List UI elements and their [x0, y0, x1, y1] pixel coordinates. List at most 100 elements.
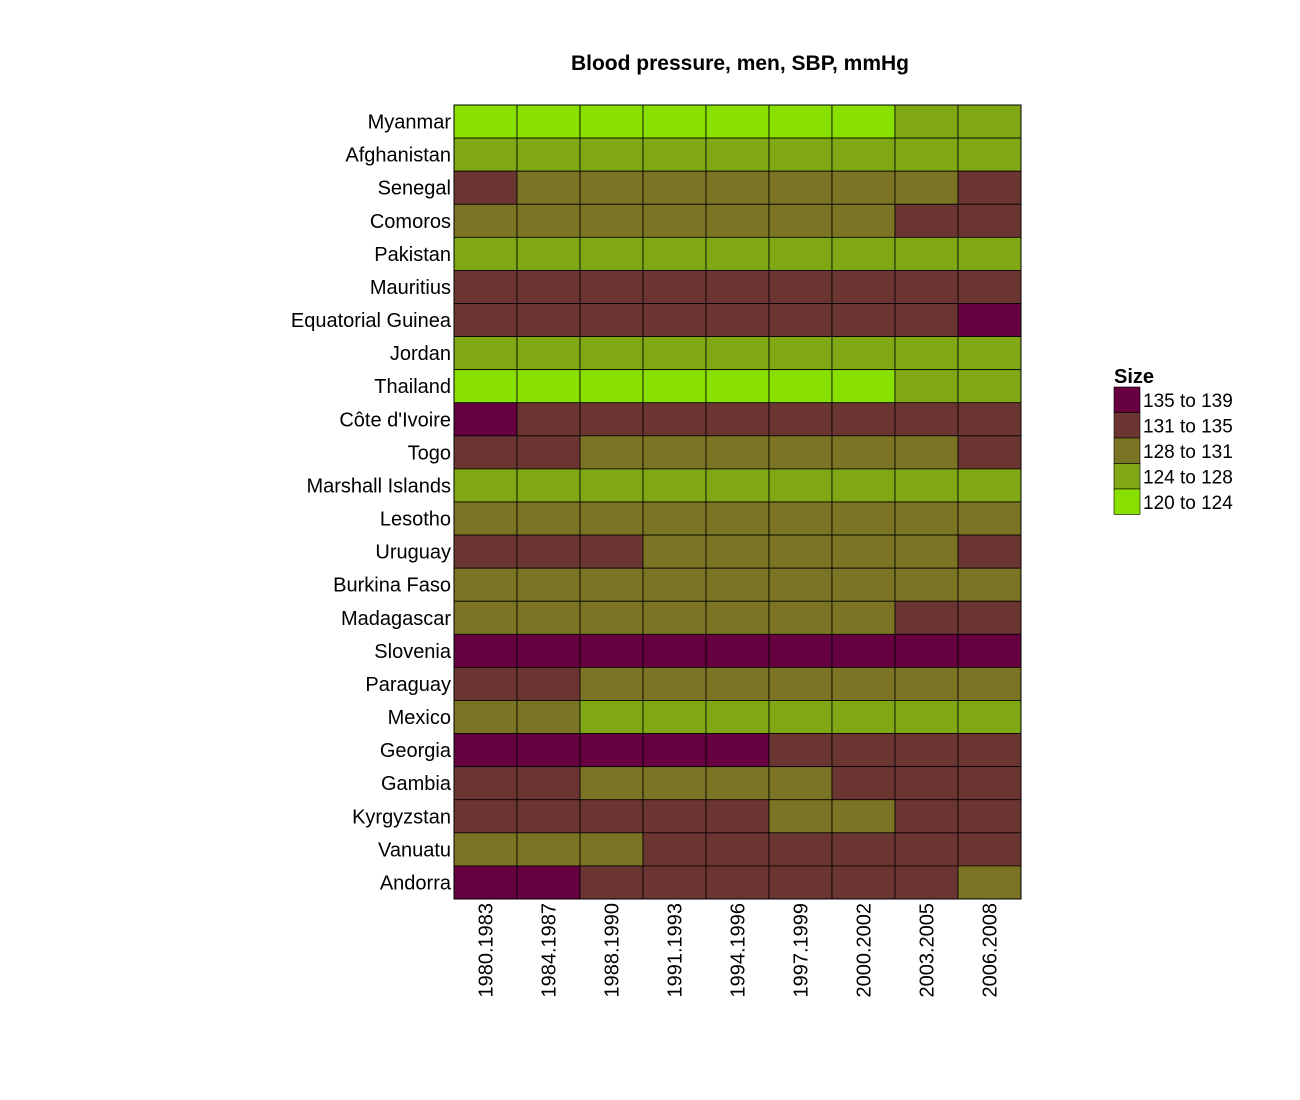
heatmap-cell [579, 170, 644, 205]
heatmap-cell [957, 402, 1022, 437]
heatmap-cell [705, 104, 770, 139]
heatmap-cell [957, 766, 1022, 801]
chart-title: Blood pressure, men, SBP, mmHg [571, 52, 909, 75]
heatmap-cell [894, 567, 959, 602]
heatmap-cell [831, 402, 896, 437]
heatmap-cell [579, 402, 644, 437]
heatmap-cell [705, 766, 770, 801]
column-label: 1984.1987 [539, 903, 561, 998]
heatmap-cell [768, 501, 833, 536]
heatmap-cell [642, 633, 707, 668]
row-label: Mexico [388, 707, 451, 729]
heatmap-cell [768, 402, 833, 437]
heatmap-cell [957, 270, 1022, 304]
heatmap-cell [642, 369, 707, 404]
heatmap-cell [516, 104, 581, 139]
plot-border [453, 104, 1022, 900]
legend-label: 135 to 139 [1143, 391, 1233, 412]
heatmap-cell [831, 700, 896, 734]
row-label: Thailand [374, 376, 451, 398]
heatmap-cell [453, 700, 518, 734]
row-label: Senegal [378, 178, 451, 200]
heatmap-cell [894, 369, 959, 404]
heatmap-cell [957, 170, 1022, 205]
heatmap-cell [453, 369, 518, 404]
heatmap-cell [831, 600, 896, 635]
heatmap-cell [642, 832, 707, 867]
row-label: Andorra [380, 872, 452, 894]
row-label: Lesotho [380, 509, 451, 531]
heatmap-cell [831, 336, 896, 371]
column-label: 1988.1990 [602, 903, 624, 998]
heatmap-cell [831, 104, 896, 139]
heatmap-cell [453, 600, 518, 635]
heatmap-cell [453, 865, 518, 900]
legend-label: 124 to 128 [1143, 467, 1233, 488]
row-label: Kyrgyzstan [352, 806, 451, 828]
heatmap-cell [768, 104, 833, 139]
column-label: 2003.2005 [917, 903, 939, 998]
heatmap-cell [894, 733, 959, 768]
column-label: 2006.2008 [980, 903, 1002, 998]
heatmap-cell [516, 633, 581, 668]
heatmap-cell [768, 303, 833, 337]
heatmap-cell [705, 137, 770, 172]
heatmap-cell [516, 435, 581, 470]
heatmap-cell [894, 633, 959, 668]
heatmap-cell [894, 236, 959, 271]
heatmap-cell [894, 534, 959, 569]
heatmap-cell [642, 137, 707, 172]
heatmap-cell [831, 799, 896, 834]
heatmap-cell [768, 567, 833, 602]
heatmap-cell [957, 435, 1022, 470]
heatmap-cell [831, 468, 896, 503]
heatmap-cell [705, 468, 770, 503]
heatmap-cell [705, 170, 770, 205]
heatmap-cell [516, 236, 581, 271]
heatmap-cell [579, 832, 644, 867]
heatmap-cell [705, 236, 770, 271]
column-labels: 1980.1983 1984.1987 1988.1990 1991.1993 1994… [476, 903, 1002, 998]
heatmap-cell [579, 534, 644, 569]
heatmap-cell [579, 501, 644, 536]
heatmap-cell [957, 832, 1022, 867]
heatmap-cell [453, 336, 518, 371]
heatmap-cell [768, 336, 833, 371]
heatmap-cell [831, 832, 896, 867]
heatmap-cell [768, 600, 833, 635]
heatmap-cell [516, 799, 581, 834]
row-label: Jordan [390, 343, 451, 365]
heatmap-cell [516, 303, 581, 337]
heatmap-cell [642, 766, 707, 801]
heatmap-cell [453, 137, 518, 172]
heatmap-cell [516, 369, 581, 404]
heatmap-cell [516, 137, 581, 172]
row-label: Slovenia [374, 641, 452, 663]
heatmap-cell [894, 104, 959, 139]
heatmap-cell [831, 501, 896, 536]
heatmap-cell [831, 270, 896, 304]
heatmap-cell [705, 402, 770, 437]
heatmap-cell [579, 270, 644, 304]
heatmap-cell [957, 667, 1022, 701]
heatmap-cell [705, 799, 770, 834]
heatmap-cell [894, 700, 959, 734]
heatmap-cell [453, 270, 518, 304]
heatmap-cell [705, 303, 770, 337]
heatmap-cell [642, 799, 707, 834]
heatmap-cell [579, 567, 644, 602]
heatmap-cell [768, 369, 833, 404]
heatmap-cell [642, 236, 707, 271]
heatmap-cell [516, 600, 581, 635]
heatmap-cell [642, 501, 707, 536]
heatmap-cell [453, 435, 518, 470]
heatmap-cell [642, 733, 707, 768]
heatmap-cell [894, 766, 959, 801]
heatmap-cell [831, 303, 896, 337]
heatmap-cell [453, 534, 518, 569]
heatmap-cell [894, 303, 959, 337]
heatmap-cell [768, 435, 833, 470]
heatmap-cell [642, 600, 707, 635]
heatmap-cell [957, 865, 1022, 900]
heatmap-cell [831, 766, 896, 801]
